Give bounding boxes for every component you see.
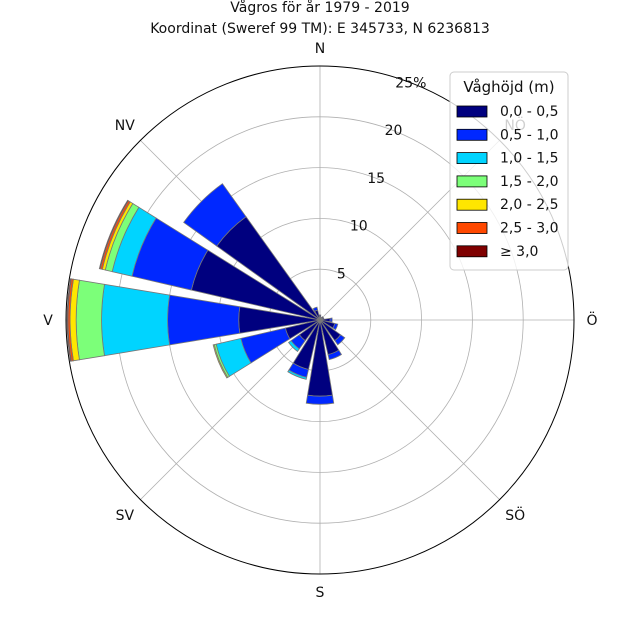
radial-tick-10: 10 (350, 219, 368, 235)
legend-item: 1,0 - 1,5 (456, 151, 558, 167)
direction-label-NW: NV (115, 118, 135, 134)
grid-spoke (319, 319, 500, 500)
outer-axis-circle (65, 65, 575, 575)
rose-bar-180-bin-1 (305, 394, 335, 405)
radial-tick-5: 5 (337, 266, 346, 282)
radial-tick-25: 25% (395, 75, 426, 91)
chart-title-line2: Koordinat (Sweref 99 TM): E 345733, N 62… (150, 21, 490, 37)
legend: Våghöjd (m) 0,0 - 0,5 0,5 - 1,0 1,0 - 1,5 1… (449, 71, 569, 271)
rose-bar-135-bin-1 (334, 334, 346, 346)
rose-bar-202.5-bin-2 (287, 369, 308, 380)
rose-bar-315-bin-1 (183, 183, 247, 247)
legend-item: 0,5 - 1,0 (456, 127, 558, 143)
legend-label: 2,5 - 3,0 (500, 221, 558, 237)
radial-tick-15: 15 (367, 171, 385, 187)
legend-label: 1,5 - 2,0 (500, 174, 558, 190)
legend-title: Våghöjd (m) (463, 78, 554, 96)
legend-label: 0,0 - 0,5 (500, 104, 558, 120)
legend-item: 2,0 - 2,5 (456, 197, 558, 213)
grid-spoke (140, 319, 321, 500)
rose-bar-157.5-bin-1 (327, 349, 343, 361)
legend-item: 0,0 - 0,5 (456, 104, 558, 120)
legend-item: 2,5 - 3,0 (456, 221, 558, 237)
legend-item: ≥ 3,0 (456, 244, 538, 260)
direction-label-SE: SÖ (505, 506, 525, 524)
rose-bar-292.5-bin-6 (98, 199, 130, 270)
legend-item: 1,5 - 2,0 (456, 174, 558, 190)
legend-label: ≥ 3,0 (500, 244, 538, 260)
legend-items: 0,0 - 0,5 0,5 - 1,0 1,0 - 1,5 1,5 - 2,0 2,0 … (456, 104, 558, 260)
direction-label-SW: SV (116, 508, 135, 524)
legend-swatch (456, 128, 488, 141)
legend-swatch (456, 105, 488, 118)
rose-bar-270-bin-1 (167, 294, 241, 346)
rose-bar-225-bin-2 (288, 340, 300, 352)
rose-bar-270-bin-3 (75, 279, 105, 361)
rose-bar-90-bin-1 (329, 317, 333, 323)
legend-label: 1,0 - 1,5 (500, 151, 558, 167)
rose-bars (66, 183, 346, 405)
rose-bar-112.5-bin-1 (332, 322, 339, 331)
direction-label-S: S (316, 585, 325, 601)
legend-swatch (456, 175, 488, 188)
direction-label-E: Ö (586, 311, 597, 329)
legend-swatch (456, 198, 488, 211)
legend-frame (449, 71, 569, 271)
chart-title-line1: Vågros för år 1979 - 2019 (230, 0, 409, 16)
rose-bar-270-bin-2 (101, 283, 171, 357)
radial-tick-20: 20 (385, 123, 403, 139)
rose-bar-247.5-bin-4 (212, 344, 229, 379)
legend-swatch (456, 222, 488, 234)
rose-bar-270-bin-6 (66, 278, 72, 362)
direction-label-W: V (43, 313, 53, 329)
legend-swatch (456, 245, 488, 258)
legend-label: 2,0 - 2,5 (500, 197, 558, 213)
direction-label-N: N (315, 41, 325, 57)
radial-tick-labels: 5 10 15 20 25% (337, 75, 427, 282)
rose-bar-337.5-bin-1 (312, 306, 319, 312)
direction-labels: NNÖÖSÖSSVVNV (43, 41, 597, 601)
legend-swatch (456, 152, 488, 165)
legend-label: 0,5 - 1,0 (500, 127, 558, 143)
